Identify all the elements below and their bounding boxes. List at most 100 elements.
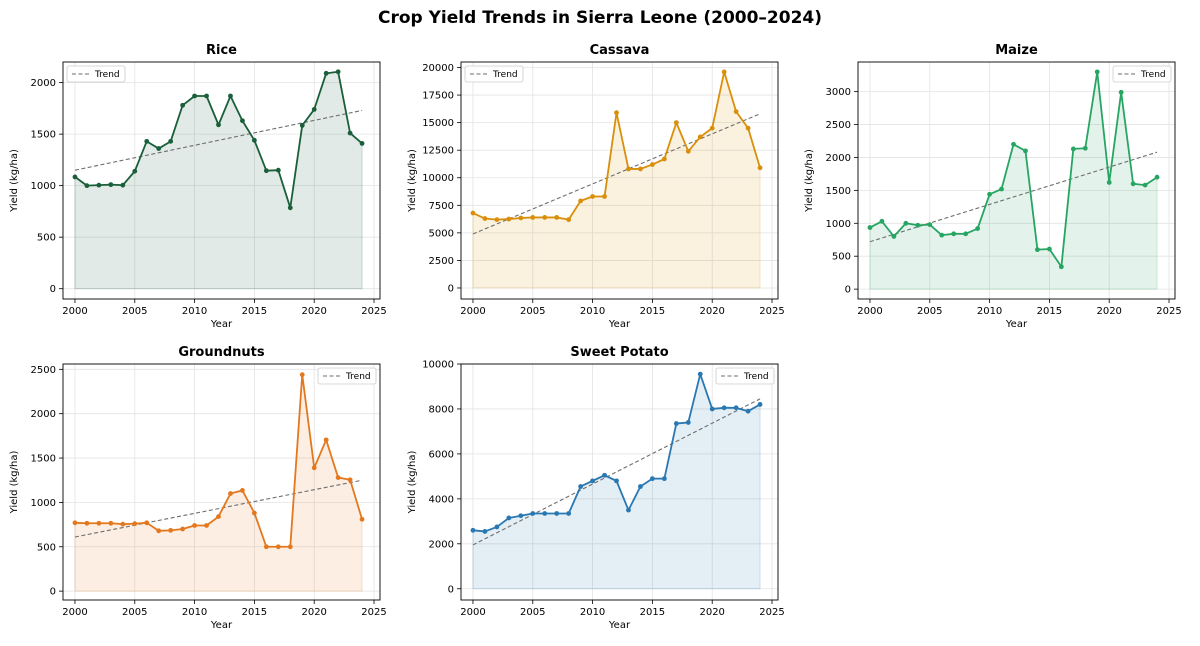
x-tick-label: 2020 — [301, 607, 326, 618]
y-tick-label: 2000 — [31, 409, 56, 420]
data-point — [602, 472, 607, 478]
data-point — [275, 167, 281, 173]
y-tick-label: 10000 — [422, 173, 454, 184]
data-point — [335, 475, 341, 480]
data-point — [673, 120, 679, 126]
data-point — [951, 231, 957, 237]
subplot-title: Cassava — [590, 43, 650, 58]
data-point — [542, 511, 548, 516]
data-point — [108, 182, 114, 188]
trend-line — [74, 479, 363, 538]
data-point — [661, 476, 667, 482]
y-tick-label: 0 — [50, 587, 56, 598]
y-tick-label: 2500 — [826, 120, 851, 131]
data-point — [132, 168, 138, 174]
y-tick-label: 10000 — [422, 360, 454, 371]
x-axis-label: Year — [608, 319, 631, 330]
area-fill — [869, 71, 1158, 290]
x-tick-label: 2015 — [1037, 306, 1062, 317]
data-point — [518, 215, 524, 221]
data-point — [506, 216, 512, 222]
data-point — [204, 523, 209, 528]
data-point — [96, 520, 102, 526]
subplot-groundnuts: 2000 2005 2010 2015 2020 2025 0 500 1000 1500 2000… — [9, 345, 387, 631]
x-tick-label: 2005 — [122, 306, 147, 317]
x-tick-label: 2010 — [182, 306, 207, 317]
data-point — [578, 484, 584, 489]
x-tick-label: 2010 — [977, 306, 1002, 317]
data-point — [1154, 174, 1160, 180]
y-tick-label: 500 — [37, 233, 56, 244]
y-tick-label: 0 — [448, 283, 454, 294]
legend-trend-label: Trend — [94, 70, 120, 80]
y-tick-label: 2000 — [826, 153, 851, 164]
data-point — [347, 130, 353, 136]
legend: Trend — [464, 65, 524, 83]
data-point — [240, 488, 245, 493]
data-point — [168, 527, 174, 533]
data-point — [733, 405, 739, 411]
data-point — [733, 109, 739, 115]
data-point — [168, 138, 174, 144]
subplot-rice: 2000 2005 2010 2015 2020 2025 0 500 1000 1500 2000… — [9, 43, 387, 330]
data-point — [1094, 69, 1100, 75]
data-point — [494, 217, 500, 223]
data-point — [530, 511, 536, 516]
data-point — [518, 513, 524, 519]
data-point — [661, 156, 667, 162]
trend-line — [869, 151, 1158, 243]
y-axis-label: Yield (kg/ha) — [9, 149, 20, 213]
data-point — [903, 220, 909, 226]
data-point — [554, 511, 560, 516]
data-point — [72, 174, 78, 180]
data-point — [709, 125, 715, 131]
data-point — [120, 182, 126, 188]
x-tick-label: 2015 — [640, 607, 665, 618]
axes-frame — [62, 61, 381, 300]
data-point — [228, 93, 233, 99]
x-tick-label: 2020 — [1096, 306, 1121, 317]
data-point — [470, 210, 476, 216]
y-tick-label: 1000 — [31, 181, 56, 192]
legend: Trend — [1112, 65, 1172, 83]
data-point — [72, 520, 78, 526]
axes-frame — [460, 61, 779, 300]
data-point — [120, 521, 126, 527]
data-point — [323, 70, 329, 76]
legend-trend-label: Trend — [1140, 70, 1166, 80]
y-tick-label: 2000 — [429, 539, 454, 550]
x-tick-label: 2010 — [580, 306, 605, 317]
data-point — [275, 544, 281, 550]
data-point — [1058, 264, 1064, 270]
data-point — [614, 110, 619, 116]
x-tick-label: 2025 — [361, 607, 386, 618]
data-point — [697, 371, 703, 377]
y-tick-label: 2500 — [31, 365, 56, 376]
data-point — [626, 166, 631, 172]
x-tick-label: 2000 — [62, 607, 87, 618]
data-point — [757, 165, 763, 171]
axes-frame — [857, 61, 1176, 300]
data-point — [347, 477, 353, 483]
subplot-title: Sweet Potato — [570, 345, 668, 360]
x-tick-label: 2005 — [520, 306, 545, 317]
data-point — [204, 93, 209, 99]
data-point — [180, 102, 186, 108]
data-point — [1142, 182, 1148, 188]
data-point — [192, 93, 197, 99]
legend-box — [715, 367, 775, 385]
x-tick-label: 2025 — [1156, 306, 1181, 317]
legend-trend-label: Trend — [492, 70, 518, 80]
data-point — [108, 520, 114, 526]
data-point — [1130, 181, 1136, 187]
data-point — [287, 205, 293, 211]
subplot-title: Rice — [206, 43, 237, 58]
data-point — [542, 215, 548, 220]
y-tick-label: 1000 — [31, 498, 56, 509]
data-point — [323, 437, 329, 443]
x-tick-label: 2025 — [361, 306, 386, 317]
data-point — [578, 198, 584, 204]
data-point — [915, 222, 921, 228]
data-point — [602, 194, 607, 199]
